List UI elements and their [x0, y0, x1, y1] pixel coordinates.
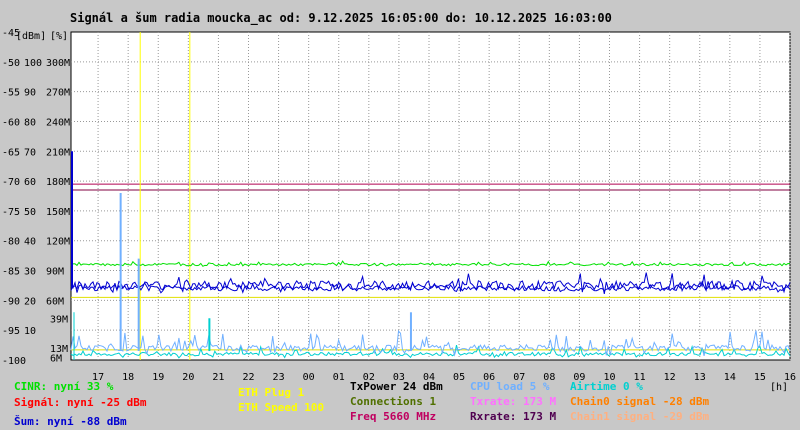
- y-tick-dbm: -95: [2, 326, 20, 337]
- legend-connections: Connections 1: [350, 395, 437, 408]
- x-tick-label: 03: [393, 372, 405, 383]
- x-tick-label: 02: [363, 372, 375, 383]
- y-tick-dbm: -45: [2, 28, 20, 39]
- legend-eth-speed: ETH Speed 100: [238, 401, 325, 414]
- grid: [71, 32, 791, 360]
- y-tick-dbm: -85: [2, 267, 20, 278]
- y-tick-rate: 90M: [46, 267, 64, 278]
- y-axis-ticks: -45 -50 100 300M -55 90 270M -60 80 240M -65 70 210M…: [2, 28, 70, 367]
- x-tick-label: 04: [423, 372, 435, 383]
- legend-cinr: CINR: nyní 33 %: [14, 380, 114, 393]
- legend-chain0: Chain0 signal -28 dBm: [570, 395, 710, 408]
- legend-sum: Šum: nyní -88 dBm: [14, 415, 127, 428]
- legend-airtime: Airtime 0 %: [570, 380, 643, 393]
- x-tick-label: 12: [664, 372, 676, 383]
- y-tick-rate: 120M: [46, 237, 70, 248]
- y-tick-rate: 270M: [46, 88, 70, 99]
- legend-txrate: Txrate: 173 M: [470, 395, 557, 408]
- threshold-lines: [71, 183, 790, 351]
- x-tick-label: 08: [543, 372, 555, 383]
- y-tick-rate: 60M: [46, 296, 64, 307]
- vertical-markers: [139, 32, 191, 360]
- series-cpu-load: [70, 329, 791, 357]
- y-tick-pct: 60: [24, 177, 36, 188]
- x-axis-ticks: 17 18 19 20 21 22 23 00 01 02 03 04 05 06 07 08 09 10 11 12…: [92, 372, 796, 383]
- plot-area: [70, 31, 791, 361]
- x-tick-label: 21: [212, 372, 224, 383]
- y-tick-pct: 100: [24, 58, 42, 69]
- legend-eth-plug: ETH Plug 1: [238, 386, 305, 399]
- y-tick-pct: 80: [24, 117, 36, 128]
- y-tick-dbm: -50: [2, 58, 20, 69]
- y-tick-dbm: -75: [2, 207, 20, 218]
- x-tick-label: 06: [483, 372, 495, 383]
- y-tick-rate: 180M: [46, 177, 70, 188]
- y-tick-dbm: -55: [2, 88, 20, 99]
- y-tick-pct: 50: [24, 207, 36, 218]
- series-sum: [70, 280, 791, 294]
- legend-txpower: TxPower 24 dBm: [350, 380, 443, 393]
- x-tick-label: 13: [694, 372, 706, 383]
- x-tick-label: 07: [513, 372, 525, 383]
- x-tick-label: 20: [182, 372, 194, 383]
- y-tick-dbm: -90: [2, 296, 20, 307]
- x-tick-label: 16: [784, 372, 796, 383]
- y-tick-dbm: -70: [2, 177, 20, 188]
- x-tick-label: 01: [333, 372, 345, 383]
- y-tick-dbm: -100: [2, 356, 26, 367]
- x-tick-label: 19: [152, 372, 164, 383]
- y-tick-rate: 210M: [46, 147, 70, 158]
- y-tick-pct: 30: [24, 267, 36, 278]
- x-tick-label: 15: [754, 372, 766, 383]
- x-tick-label: 17: [92, 372, 104, 383]
- y-tick-dbm: -60: [2, 117, 20, 128]
- legend-cpu: CPU load 5 %: [470, 380, 550, 393]
- legend-rxrate: Rxrate: 173 M: [470, 410, 557, 423]
- series-airtime: [70, 344, 791, 359]
- x-tick-label: 22: [242, 372, 254, 383]
- legend-freq: Freq 5660 MHz: [350, 410, 437, 423]
- y-unit-pct: [%]: [50, 31, 68, 42]
- y-tick-rate: 150M: [46, 207, 70, 218]
- y-tick-rate: 300M: [46, 58, 70, 69]
- x-tick-label: 05: [453, 372, 465, 383]
- x-tick-label: 00: [303, 372, 315, 383]
- x-tick-label: 23: [273, 372, 285, 383]
- y-tick-pct: 20: [24, 296, 36, 307]
- series-cinr: [70, 260, 791, 267]
- y-tick-pct: 90: [24, 88, 36, 99]
- x-tick-label: 09: [573, 372, 585, 383]
- y-unit-dbm: [dBm]: [16, 31, 46, 42]
- x-tick-label: 18: [122, 372, 134, 383]
- y-tick-rate: 240M: [46, 117, 70, 128]
- x-tick-label: 10: [603, 372, 615, 383]
- x-tick-label: 14: [724, 372, 736, 383]
- y-tick-rate-small: 6M: [50, 354, 62, 365]
- y-tick-pct: 40: [24, 237, 36, 248]
- series-group: [70, 151, 791, 360]
- x-unit: [h]: [770, 382, 788, 393]
- legend-signal: Signál: nyní -25 dBm: [14, 396, 147, 409]
- y-tick-rate-small: 39M: [50, 314, 68, 325]
- y-tick-pct: 10: [24, 326, 36, 337]
- x-tick-label: 11: [634, 372, 646, 383]
- y-tick-dbm: -80: [2, 237, 20, 248]
- y-tick-dbm: -65: [2, 147, 20, 158]
- legend-chain1: Chain1 signal -29 dBm: [570, 410, 710, 423]
- chart-title: Signál a šum radia moucka_ac od: 9.12.20…: [70, 11, 612, 26]
- y-tick-pct: 70: [24, 147, 36, 158]
- y-tick-rate-small: 13M: [50, 344, 68, 355]
